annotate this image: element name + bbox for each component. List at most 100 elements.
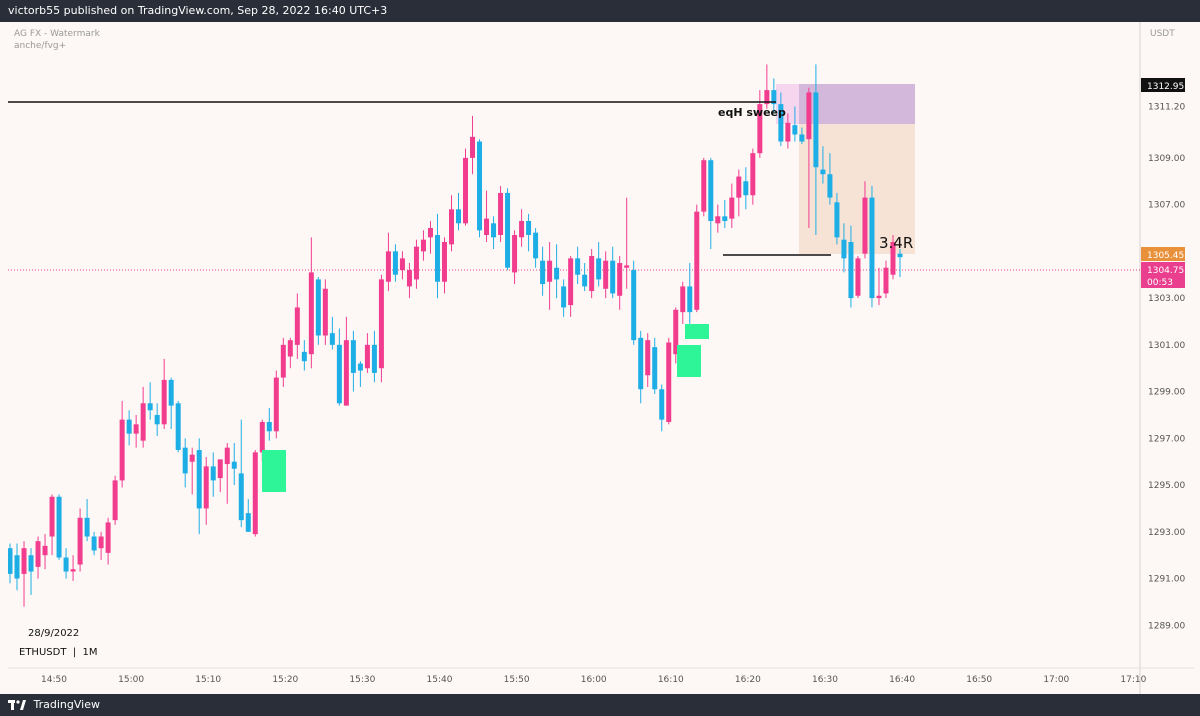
candle <box>413 239 419 289</box>
candle-body <box>28 555 34 572</box>
candle <box>540 246 546 296</box>
candle-body <box>133 424 139 434</box>
candle <box>610 246 616 299</box>
candle <box>252 450 258 537</box>
candle <box>638 330 644 404</box>
candle-body <box>834 202 840 238</box>
countdown-tag: 00:53 <box>1147 278 1173 288</box>
candle-body <box>154 414 160 425</box>
candle-body <box>161 379 167 425</box>
candle <box>463 148 469 226</box>
candle-body <box>441 242 447 282</box>
footer-bar: TradingView <box>0 694 1200 716</box>
candle-body <box>526 220 532 235</box>
candle-body <box>575 258 581 275</box>
candle <box>631 260 637 345</box>
candle <box>554 244 560 299</box>
candle-body <box>869 197 875 299</box>
candle-body <box>883 267 889 294</box>
candle <box>750 148 756 205</box>
candle <box>91 531 97 556</box>
fvg-box-1 <box>262 450 286 492</box>
publish-bar: victorb55 published on TradingView.com, … <box>0 0 1200 22</box>
candle <box>70 555 76 581</box>
candle <box>869 185 875 308</box>
candle-body <box>841 239 847 259</box>
candle-body <box>98 536 104 549</box>
candle-body <box>722 216 728 221</box>
candle <box>301 340 307 371</box>
candle-body <box>491 223 497 238</box>
price-tick-label: 1307.00 <box>1148 201 1185 211</box>
candle-body <box>610 260 616 294</box>
candle-body <box>35 541 41 567</box>
candle-body <box>84 517 90 537</box>
watermark-subtitle: anche/fvg+ <box>14 41 66 51</box>
candle <box>322 279 328 345</box>
candle <box>470 115 476 175</box>
candle <box>652 337 658 394</box>
fvg-boxes <box>262 324 709 492</box>
time-tick-label: 14:50 <box>41 675 67 685</box>
candle-body <box>427 227 433 238</box>
candle-body <box>596 258 602 280</box>
price-tick-label: 1309.00 <box>1148 154 1185 164</box>
candle <box>715 204 721 233</box>
time-tick-label: 17:10 <box>1120 675 1146 685</box>
candle-body <box>329 333 335 345</box>
time-tick-label: 15:00 <box>118 675 144 685</box>
candle <box>526 213 532 252</box>
candle-body <box>568 258 574 306</box>
price-tick-label: 1311.20 <box>1148 102 1185 112</box>
candle-body <box>708 160 714 221</box>
candle <box>105 517 111 565</box>
candle-body <box>448 209 454 245</box>
candle <box>420 230 426 261</box>
date-label: 28/9/2022 <box>28 628 79 639</box>
candlestick-chart[interactable]: AG FX - Watermark anche/fvg+ USDT 1311.2… <box>7 22 1194 694</box>
candle-body <box>21 548 27 574</box>
candle-body <box>666 342 672 422</box>
candle <box>505 188 511 271</box>
fvg-box-2 <box>677 345 701 377</box>
candle-body <box>266 421 272 432</box>
candle <box>645 333 651 387</box>
candle <box>561 279 567 317</box>
time-tick-label: 16:50 <box>966 675 992 685</box>
candle-body <box>736 176 742 198</box>
candle-body <box>308 272 314 355</box>
candle-body <box>63 557 69 572</box>
candle-body <box>406 270 412 287</box>
candle <box>427 220 433 254</box>
candle <box>897 249 903 278</box>
candle <box>28 548 34 595</box>
candle-body <box>294 307 300 345</box>
time-tick-label: 15:50 <box>504 675 530 685</box>
candle-body <box>126 419 132 434</box>
time-tick-label: 15:40 <box>427 675 453 685</box>
candle <box>694 204 700 313</box>
candle <box>280 337 286 387</box>
candle <box>589 249 595 299</box>
candle <box>350 330 356 392</box>
candle-body <box>505 192 511 268</box>
candle <box>378 274 384 383</box>
candle <box>477 139 483 238</box>
candle-body <box>280 344 286 378</box>
candle <box>35 536 41 579</box>
candle-body <box>659 389 665 420</box>
candle <box>238 419 244 528</box>
price-tags: 1312.95 1305.45 1304.75 00:53 <box>1141 78 1185 288</box>
candle <box>182 438 188 488</box>
candle <box>315 277 321 345</box>
candle-body <box>743 181 749 196</box>
footer-brand: TradingView <box>33 698 100 711</box>
time-tick-label: 15:20 <box>272 675 298 685</box>
last-price-tag-bg <box>1141 262 1185 288</box>
candle-body <box>399 258 405 271</box>
price-tick-label: 1289.00 <box>1148 621 1185 631</box>
candle-body <box>385 251 391 282</box>
chart-frame[interactable]: AG FX - Watermark anche/fvg+ USDT 1311.2… <box>7 22 1194 694</box>
candle <box>666 337 672 425</box>
price-tick-label: 1295.00 <box>1148 481 1185 491</box>
